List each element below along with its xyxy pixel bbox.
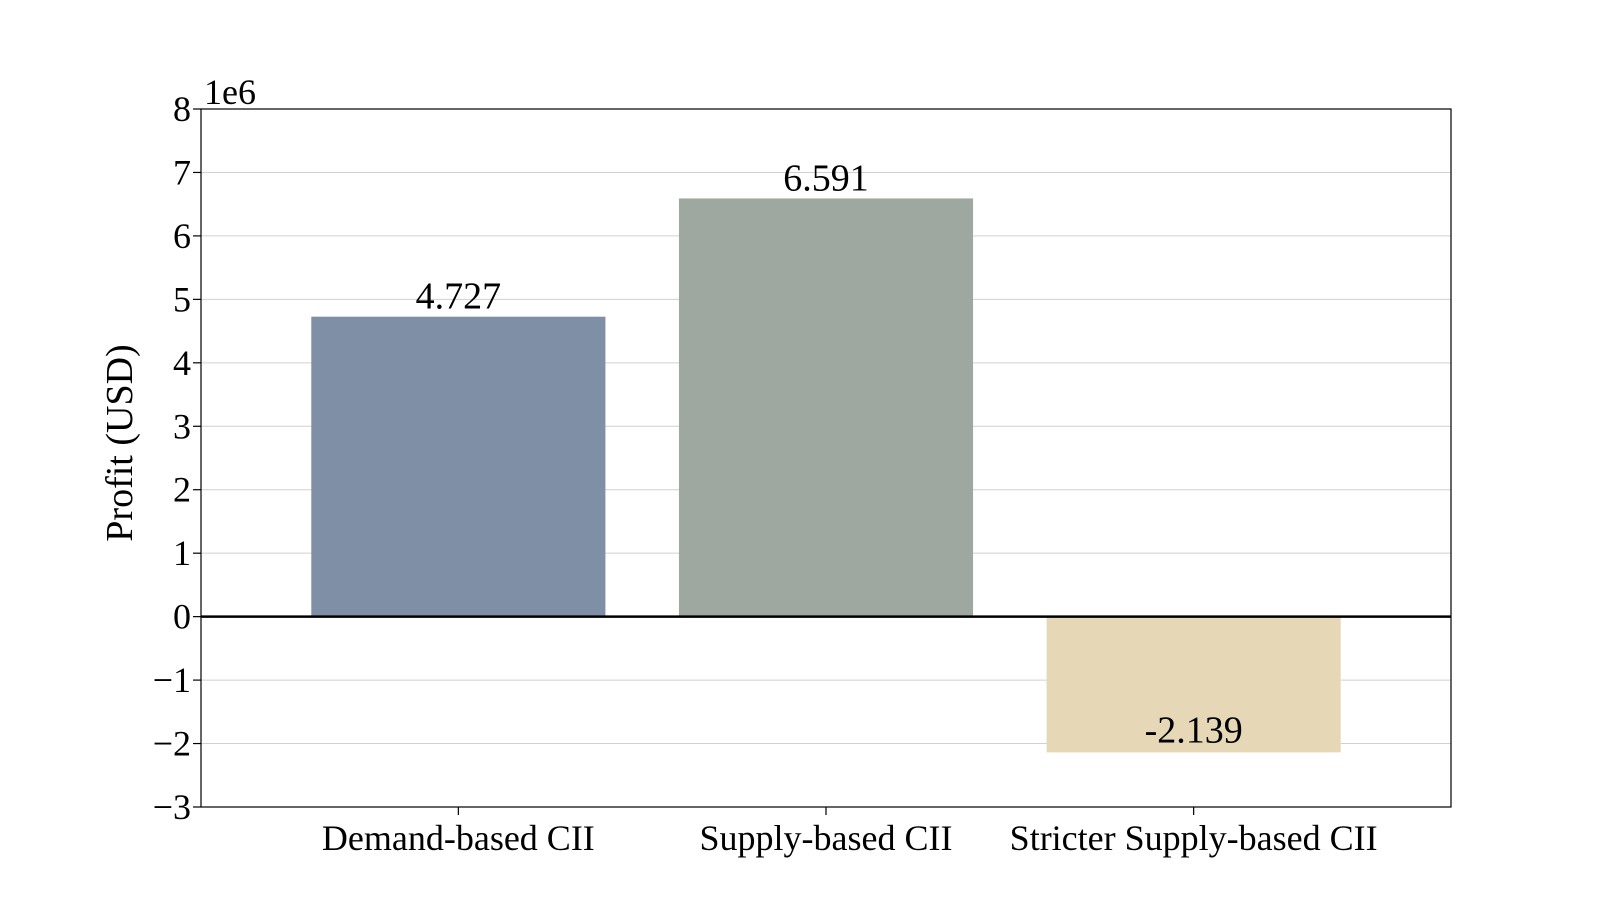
y-tick-label: 0 bbox=[173, 597, 191, 637]
y-tick-label: 2 bbox=[173, 470, 191, 510]
bar-layer bbox=[311, 198, 1341, 753]
y-tick-label: −2 bbox=[153, 724, 191, 764]
y-tick-label: 5 bbox=[173, 279, 191, 319]
x-tick-label: Demand-based CII bbox=[322, 818, 595, 858]
bar-demand-based-cii bbox=[311, 316, 606, 617]
bar-stricter-supply-based-cii bbox=[1046, 616, 1341, 753]
bar-value-label: 4.727 bbox=[416, 276, 502, 318]
y-tick-label: −1 bbox=[153, 660, 191, 700]
y-tick-label: −3 bbox=[153, 787, 191, 827]
y-tick-label: 3 bbox=[173, 406, 191, 446]
x-tick-label: Supply-based CII bbox=[700, 818, 953, 858]
bar-value-label: -2.139 bbox=[1145, 709, 1243, 751]
bar-value-label: 6.591 bbox=[783, 157, 869, 199]
bar-supply-based-cii bbox=[678, 198, 974, 617]
y-tick-label: 8 bbox=[173, 89, 191, 129]
y-axis-ticks: −3 −2 −1 0 1 2 3 4 5 6 7 8 bbox=[153, 89, 201, 827]
y-axis-title: Profit (USD) bbox=[99, 344, 141, 541]
y-tick-label: 1 bbox=[173, 533, 191, 573]
y-tick-label: 7 bbox=[173, 152, 191, 192]
x-axis-ticks: Demand-based CII Supply-based CII Stricter… bbox=[322, 807, 1378, 858]
y-tick-label: 4 bbox=[173, 343, 191, 383]
y-axis-scale-note: 1e6 bbox=[204, 72, 256, 112]
x-tick-label: Stricter Supply-based CII bbox=[1010, 818, 1378, 858]
y-tick-label: 6 bbox=[173, 216, 191, 256]
bar-value-labels: 4.727 6.591 -2.139 bbox=[416, 157, 1243, 751]
